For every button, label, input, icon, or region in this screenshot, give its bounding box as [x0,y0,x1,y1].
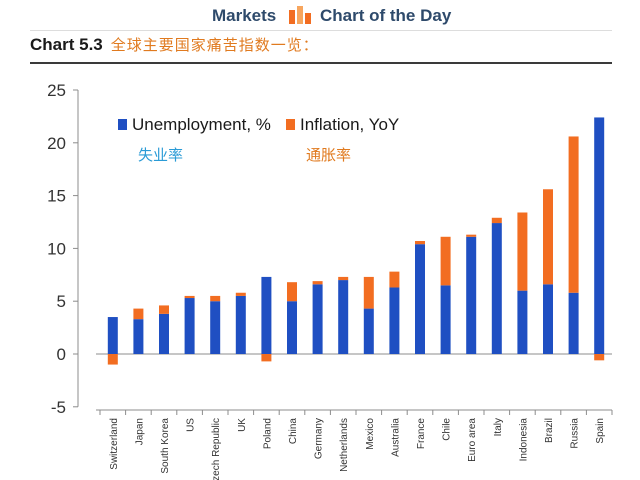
y-tick-label: 20 [47,134,66,153]
header: Markets Chart of the Day [0,0,640,32]
y-tick-label: 15 [47,187,66,206]
title-divider [30,62,612,64]
x-tick-label: South Korea [160,418,171,474]
x-tick-label: Japan [134,418,145,445]
bar-unemployment [415,244,425,354]
bar-unemployment [235,295,246,354]
x-tick-label: Czech Republic [211,418,222,480]
bar-unemployment [594,117,605,355]
bar-unemployment [133,319,144,354]
bar-unemployment [568,292,579,354]
bar-inflation [133,308,144,320]
x-tick-label: UK [237,418,248,432]
bar-unemployment [466,236,477,354]
legend-cn-label-inflation: 通胀率 [306,146,351,164]
x-tick-label: Spain [595,418,606,444]
y-tick-label: 0 [57,345,66,364]
bar-inflation [338,276,349,281]
bar-unemployment [363,308,374,354]
x-tick-label: Switzerland [109,418,120,470]
bar-inflation [312,281,323,285]
bar-unemployment [517,290,528,354]
y-tick-label: 5 [57,292,66,311]
chart-title-text: 全球主要国家痛苦指数一览： [110,36,319,54]
bar-inflation [491,217,502,224]
bar-inflation [594,354,605,361]
bar-unemployment [159,313,169,354]
x-tick-label: Italy [493,418,504,436]
x-tick-label: Russia [570,418,581,449]
bar-inflation [235,292,246,296]
bar-unemployment [287,301,297,354]
x-tick-label: Germany [314,418,325,459]
bar-chart-icon [289,6,311,24]
chart-title: Chart 5.3 全球主要国家痛苦指数一览： [30,34,319,58]
x-tick-label: Brazil [544,418,555,443]
bar-unemployment [440,285,451,354]
bar-inflation [543,189,553,285]
x-tick-label: Chile [442,418,453,441]
bar-inflation [517,212,528,291]
x-tick-label: China [288,418,299,445]
bar-inflation [287,282,297,302]
bar-inflation [159,305,169,314]
header-chart-of-the-day-label: Chart of the Day [320,6,452,25]
bar-unemployment [210,301,221,354]
bar-inflation [107,354,118,365]
bar-unemployment [312,284,323,354]
x-tick-label: Netherlands [339,418,350,472]
bar-inflation [568,136,579,293]
x-tick-label: France [416,418,427,450]
header-markets-label: Markets [212,6,277,25]
legend-swatch-inflation [286,119,295,130]
chart-number: Chart 5.3 [30,35,103,54]
x-tick-label: Indonesia [518,418,529,462]
legend-swatch-unemployment [118,119,127,130]
x-tick-label: Euro area [467,418,478,462]
header-divider [30,30,612,31]
bar-inflation [210,295,221,302]
y-tick-label: -5 [51,398,66,417]
y-tick-label: 25 [47,81,66,100]
legend-label-unemployment: Unemployment, % [132,115,271,134]
x-tick-label: US [186,418,197,432]
bar-unemployment [261,276,272,354]
bar-unemployment [338,280,349,354]
bar-unemployment [184,298,195,354]
bar-inflation [261,354,272,362]
y-tick-label: 10 [47,239,66,258]
bar-unemployment [491,223,502,354]
legend-label-inflation: Inflation, YoY [300,115,399,134]
bar-unemployment [107,317,118,354]
bar-inflation [466,234,477,237]
bar-unemployment [389,287,400,354]
x-tick-label: Poland [262,418,273,449]
bar-inflation [415,241,425,245]
bar-inflation [440,236,451,286]
legend-cn-label-unemployment: 失业率 [138,146,183,164]
bar-inflation [184,295,195,299]
x-tick-label: Australia [390,418,401,457]
bar-inflation [389,271,400,288]
bar-chart: -5 0 5 10 15 20 25 Switzerland Japan South Korea U… [47,81,613,480]
x-tick-label: Mexico [365,418,376,450]
bar-inflation [363,276,374,309]
bar-unemployment [543,284,553,354]
